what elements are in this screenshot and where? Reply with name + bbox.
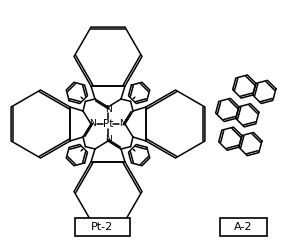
Text: N: N <box>105 135 111 144</box>
Text: N: N <box>90 120 96 129</box>
FancyBboxPatch shape <box>219 218 267 235</box>
FancyBboxPatch shape <box>74 218 130 235</box>
Text: N: N <box>120 120 126 129</box>
Text: A-2: A-2 <box>234 221 252 232</box>
Text: Pt-2: Pt-2 <box>91 221 113 232</box>
Text: N: N <box>105 105 111 113</box>
Text: Pt: Pt <box>103 119 113 129</box>
